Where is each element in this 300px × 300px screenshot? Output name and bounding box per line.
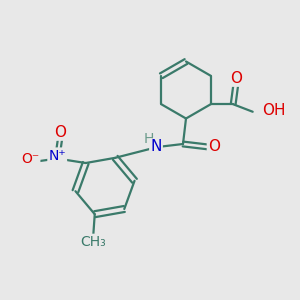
Text: O: O	[54, 124, 66, 140]
Text: O: O	[208, 140, 220, 154]
Text: OH: OH	[262, 103, 285, 118]
Text: O⁻: O⁻	[21, 152, 39, 166]
Text: H: H	[143, 133, 154, 146]
Text: CH₃: CH₃	[80, 235, 106, 249]
Text: N: N	[150, 140, 162, 154]
Text: N⁺: N⁺	[48, 148, 66, 163]
Text: O: O	[230, 70, 242, 86]
